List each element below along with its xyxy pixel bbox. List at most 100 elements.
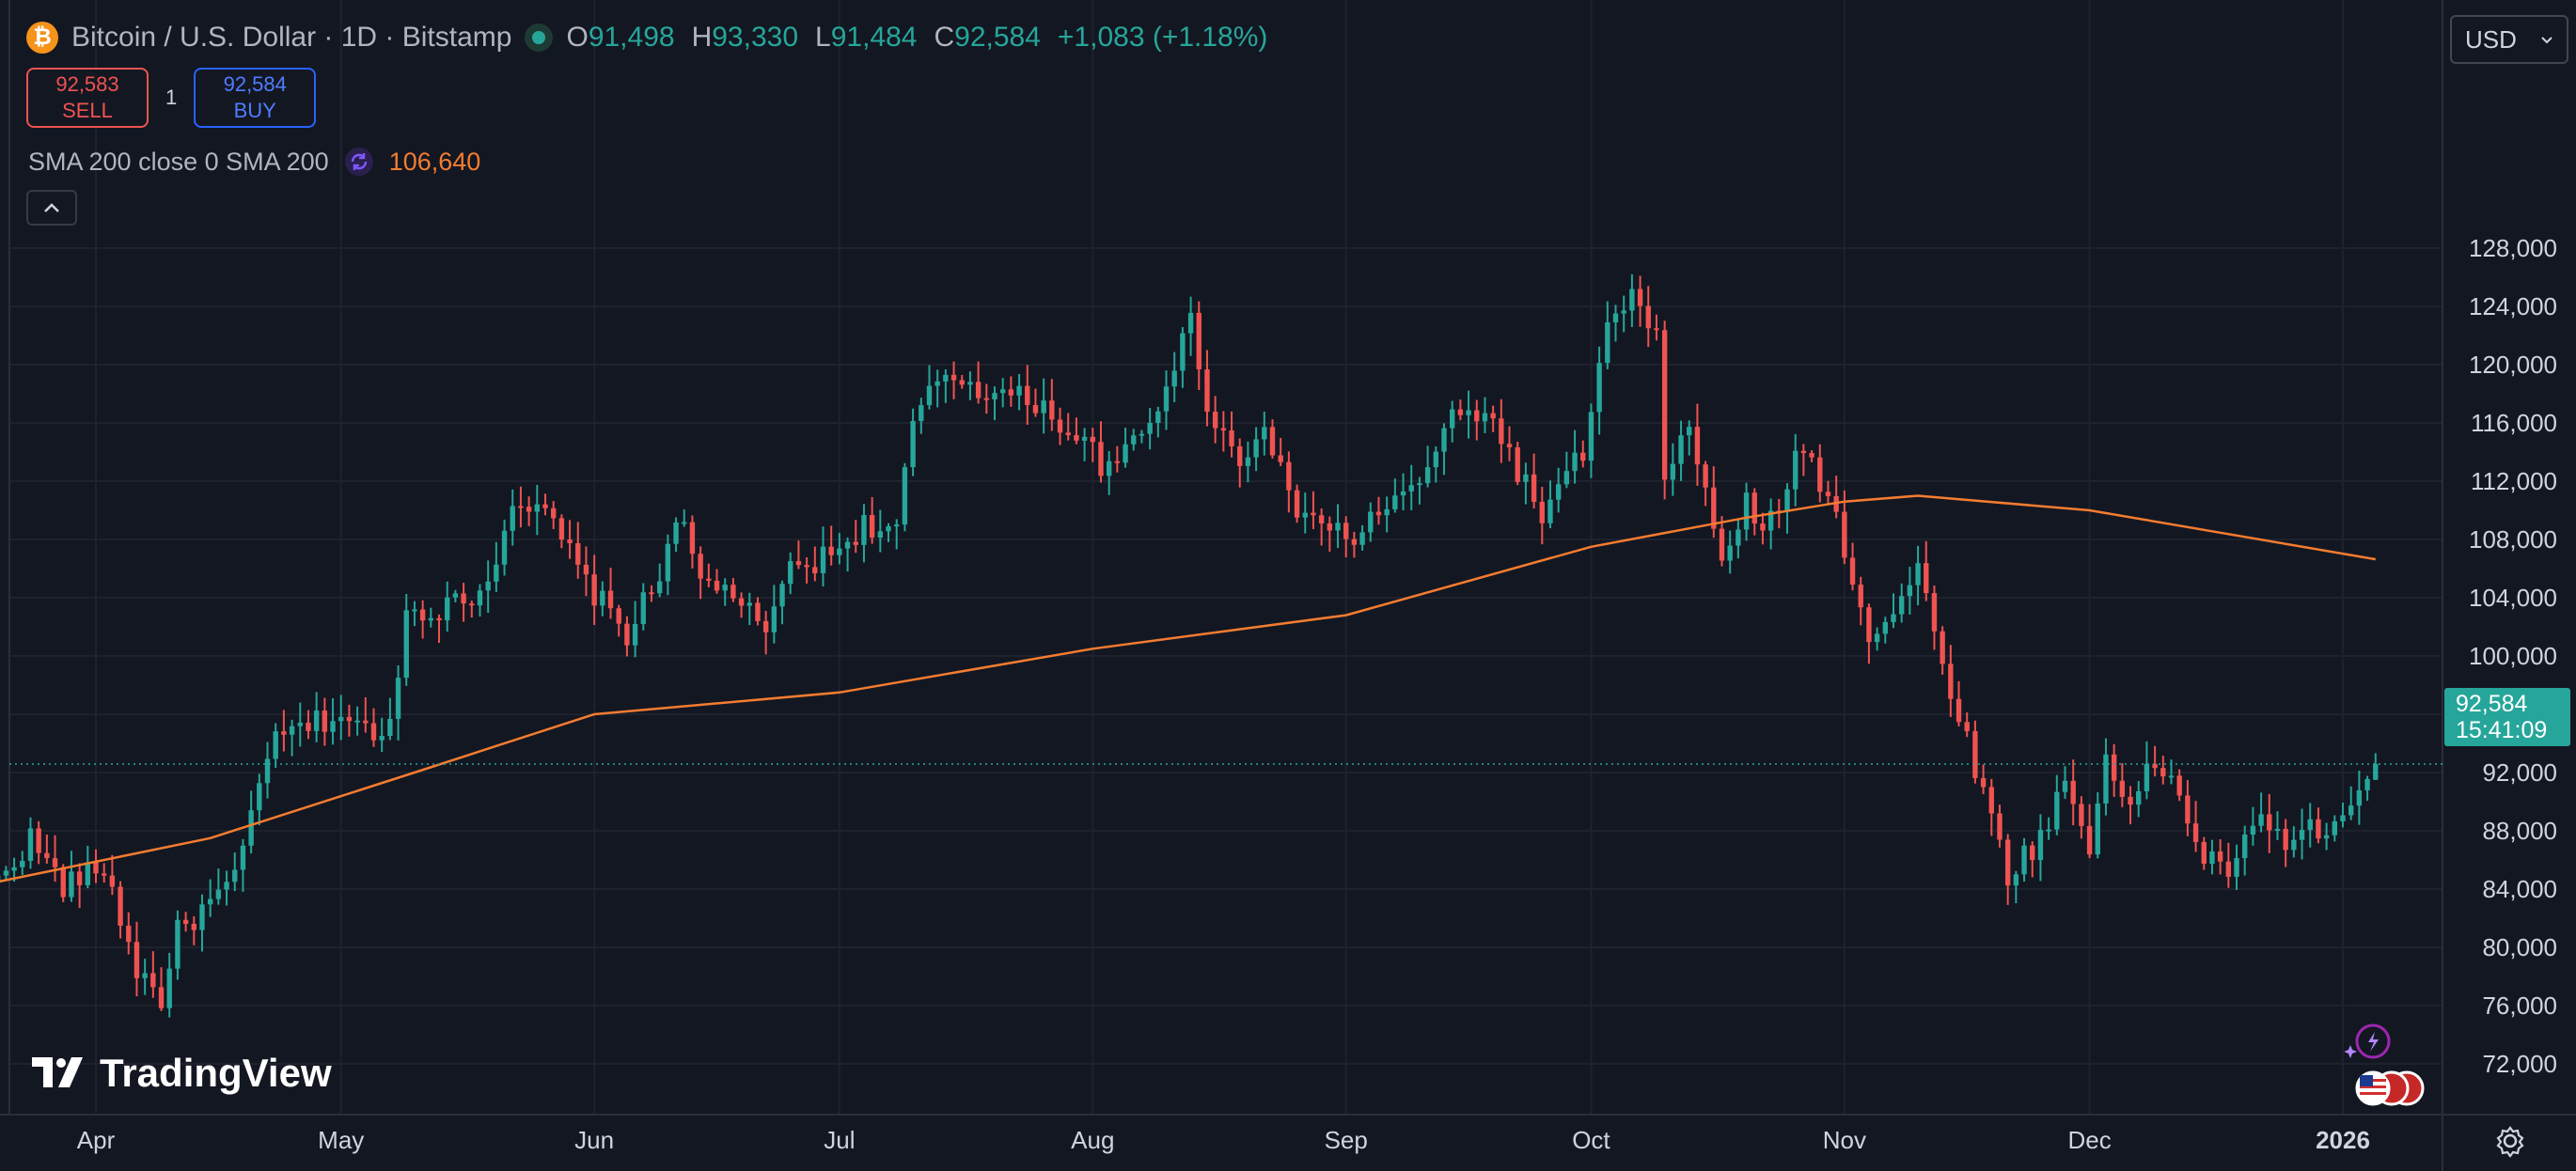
candle — [257, 773, 262, 826]
y-tick-label: 128,000 — [2469, 234, 2557, 262]
candle-body — [1980, 777, 1987, 788]
candle-body — [550, 507, 557, 519]
candle — [395, 665, 401, 741]
candle — [2152, 745, 2158, 777]
candle — [518, 486, 524, 528]
y-tick-label: 76,000 — [2482, 991, 2557, 1020]
candle-body — [1008, 389, 1014, 396]
candle-body — [1898, 596, 1905, 615]
candle-body — [1539, 501, 1545, 523]
candle — [2364, 775, 2370, 802]
candle-body — [1654, 328, 1659, 331]
candle — [2062, 766, 2068, 799]
candle-body — [738, 598, 745, 606]
us-flag-events-icon[interactable] — [2352, 1070, 2427, 1107]
candle — [738, 592, 745, 618]
candle-body — [877, 531, 884, 538]
candle — [1343, 516, 1349, 558]
candle — [1424, 445, 1431, 488]
candle-body — [2192, 823, 2199, 842]
candle-body — [788, 561, 793, 585]
candle-body — [1800, 450, 1807, 454]
candle-body — [1515, 446, 1520, 482]
candle-body — [494, 564, 499, 582]
candle-body — [1449, 409, 1455, 429]
candle-body — [20, 860, 25, 867]
candle — [1090, 428, 1095, 462]
y-tick-label: 88,000 — [2482, 817, 2557, 845]
candle — [1645, 286, 1651, 348]
buy-price: 92,584 — [223, 72, 287, 96]
quantity-field[interactable]: 1 — [165, 86, 178, 109]
candle — [1016, 373, 1022, 411]
buy-button[interactable]: 92,584 BUY — [194, 68, 317, 128]
sell-button[interactable]: 92,583 SELL — [26, 68, 149, 128]
candle — [2119, 763, 2126, 807]
currency-select[interactable]: USD — [2450, 15, 2568, 64]
candle-body — [762, 620, 769, 632]
candle-body — [1114, 461, 1121, 463]
ai-sparkle-icon[interactable] — [2345, 1021, 2392, 1062]
y-tick-label: 120,000 — [2469, 351, 2557, 379]
candle — [2054, 774, 2060, 835]
candle — [2307, 803, 2313, 848]
candle — [2267, 793, 2272, 853]
candle — [403, 594, 409, 686]
symbol-title[interactable]: Bitcoin / U.S. Dollar · 1D · Bitstamp — [71, 22, 512, 53]
candle-body — [1457, 409, 1464, 415]
candle-body — [2160, 768, 2166, 777]
sma-refresh-icon[interactable] — [344, 147, 374, 177]
gear-icon[interactable] — [2491, 1122, 2529, 1160]
candle — [1596, 346, 1602, 435]
candle-body — [1253, 439, 1259, 458]
candle — [232, 852, 238, 892]
y-tick-label: 72,000 — [2482, 1050, 2557, 1078]
candle — [812, 546, 818, 582]
candle-body — [403, 610, 409, 679]
candle-body — [510, 506, 515, 531]
candle — [2021, 837, 2027, 882]
candle — [1081, 428, 1088, 461]
candle-body — [591, 574, 597, 606]
candle-body — [746, 602, 752, 606]
candle — [1793, 433, 1798, 507]
candle — [1131, 429, 1137, 451]
candle-body — [1907, 585, 1913, 597]
candle — [1262, 411, 1267, 456]
x-tick-label: Nov — [1823, 1126, 1866, 1154]
candle-body — [1327, 523, 1333, 531]
candle — [175, 910, 181, 980]
indicator-label: SMA 200 close 0 SMA 200 — [28, 147, 329, 176]
candle-body — [126, 925, 132, 943]
candle-body — [943, 374, 949, 382]
indicator-legend[interactable]: SMA 200 close 0 SMA 200 106,640 — [28, 147, 480, 177]
candle-body — [869, 515, 875, 538]
candle — [795, 540, 802, 570]
candle-body — [649, 592, 654, 595]
candle-body — [1523, 474, 1529, 482]
candle-body — [730, 585, 736, 599]
candle — [52, 835, 58, 882]
candle — [1703, 461, 1708, 507]
candle-body — [1997, 813, 2003, 840]
candle — [1678, 420, 1684, 481]
candle-body — [363, 720, 369, 724]
candle — [983, 383, 990, 414]
candle — [624, 616, 630, 657]
candle — [1041, 378, 1046, 434]
x-tick-label: Apr — [77, 1126, 116, 1154]
candle-body — [330, 721, 336, 732]
candle-body — [656, 581, 663, 594]
tradingview-logo[interactable]: TradingView — [32, 1051, 332, 1096]
candle — [1302, 492, 1308, 534]
candle-body — [412, 609, 417, 612]
collapse-legend-button[interactable] — [26, 190, 77, 226]
candle-body — [1032, 404, 1039, 414]
candle-body — [2217, 851, 2223, 862]
candle — [1441, 423, 1447, 476]
candle — [501, 519, 508, 576]
candle — [1499, 398, 1504, 463]
candle-body — [1956, 698, 1962, 723]
candle — [837, 532, 842, 565]
